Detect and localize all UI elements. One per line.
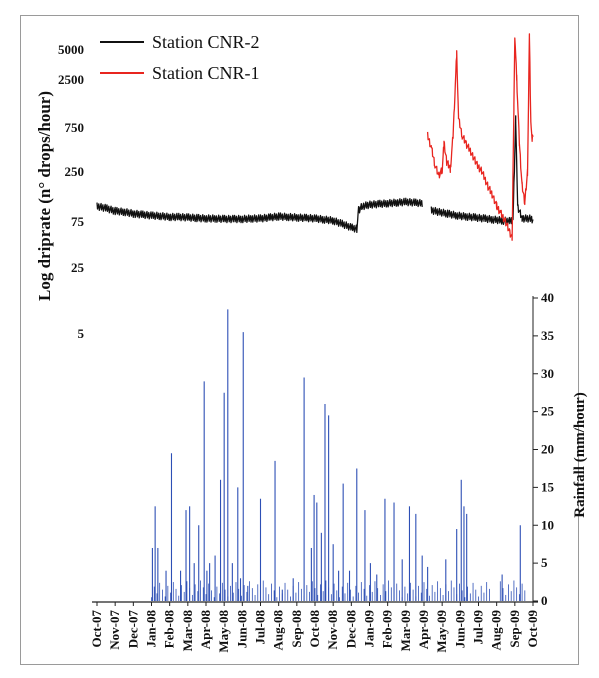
x-tick-label: Aug-08	[271, 610, 286, 651]
x-tick-label: Jun-08	[234, 610, 249, 649]
x-tick-label: Apr-09	[416, 610, 431, 650]
right-tick-label: 20	[541, 442, 554, 457]
x-tick-label: Mar-09	[398, 610, 413, 652]
left-tick-label: 75	[71, 214, 85, 229]
series-line	[430, 115, 534, 226]
right-tick-label: 5	[541, 555, 548, 570]
x-tick-label: Oct-09	[525, 610, 540, 648]
left-tick-label: 25	[71, 260, 85, 275]
x-tick-label: Jul-08	[253, 610, 268, 645]
left-tick-label: 5	[78, 326, 85, 341]
axes: 5000 2500 750 250 75 25 5 0 5 10 15 20 25 30 35 40 Oct-0…	[58, 42, 555, 653]
right-tick-label: 15	[541, 479, 555, 494]
right-tick-label: 10	[541, 517, 554, 532]
left-tick-label: 750	[65, 120, 85, 135]
x-tick-label: Aug-09	[489, 610, 504, 651]
x-tick-label: Nov-08	[325, 610, 340, 650]
x-tick-label: Oct-07	[89, 610, 104, 648]
cnr1-series	[426, 33, 534, 241]
x-tick-label: Oct-08	[307, 610, 322, 648]
right-tick-label: 35	[541, 328, 555, 343]
x-tick-label: May-09	[434, 610, 449, 653]
left-tick-label: 5000	[58, 42, 84, 57]
left-tick-label: 2500	[58, 72, 84, 87]
x-tick-label: Sep-08	[289, 610, 304, 648]
x-tick-label: Dec-08	[343, 610, 358, 649]
x-tick-label: Feb-08	[162, 610, 177, 649]
right-tick-label: 30	[541, 366, 554, 381]
rainfall-bars	[151, 309, 526, 601]
legend-label-cnr1: Station CNR-1	[152, 63, 260, 83]
x-tick-label: Apr-08	[198, 610, 213, 650]
x-tick-label: Jun-09	[452, 610, 467, 649]
left-tick-label: 250	[65, 164, 85, 179]
series-line	[96, 197, 423, 234]
legend: Station CNR-2 Station CNR-1	[100, 32, 260, 83]
y-axis-label-left: Log driprate (n° drops/hour)	[35, 91, 54, 301]
cnr2-series	[96, 115, 534, 234]
x-tick-label: Dec-07	[125, 610, 140, 649]
legend-label-cnr2: Station CNR-2	[152, 32, 260, 52]
right-tick-label: 40	[541, 290, 554, 305]
x-tick-label: May-08	[216, 610, 231, 653]
x-tick-label: Jul-09	[471, 610, 486, 645]
x-tick-label: Nov-07	[107, 610, 122, 650]
series-line	[426, 33, 534, 241]
y-axis-label-right: Rainfall (mm/hour)	[572, 392, 588, 517]
x-tick-label: Mar-08	[180, 610, 195, 652]
x-tick-label: Sep-09	[507, 610, 522, 648]
right-tick-label: 25	[541, 404, 555, 419]
chart-frame	[20, 15, 579, 665]
x-tick-label: Jan-08	[144, 610, 159, 648]
x-tick-label: Feb-09	[380, 610, 395, 649]
right-tick-label: 0	[541, 593, 548, 608]
x-tick-label: Jan-09	[362, 610, 377, 648]
